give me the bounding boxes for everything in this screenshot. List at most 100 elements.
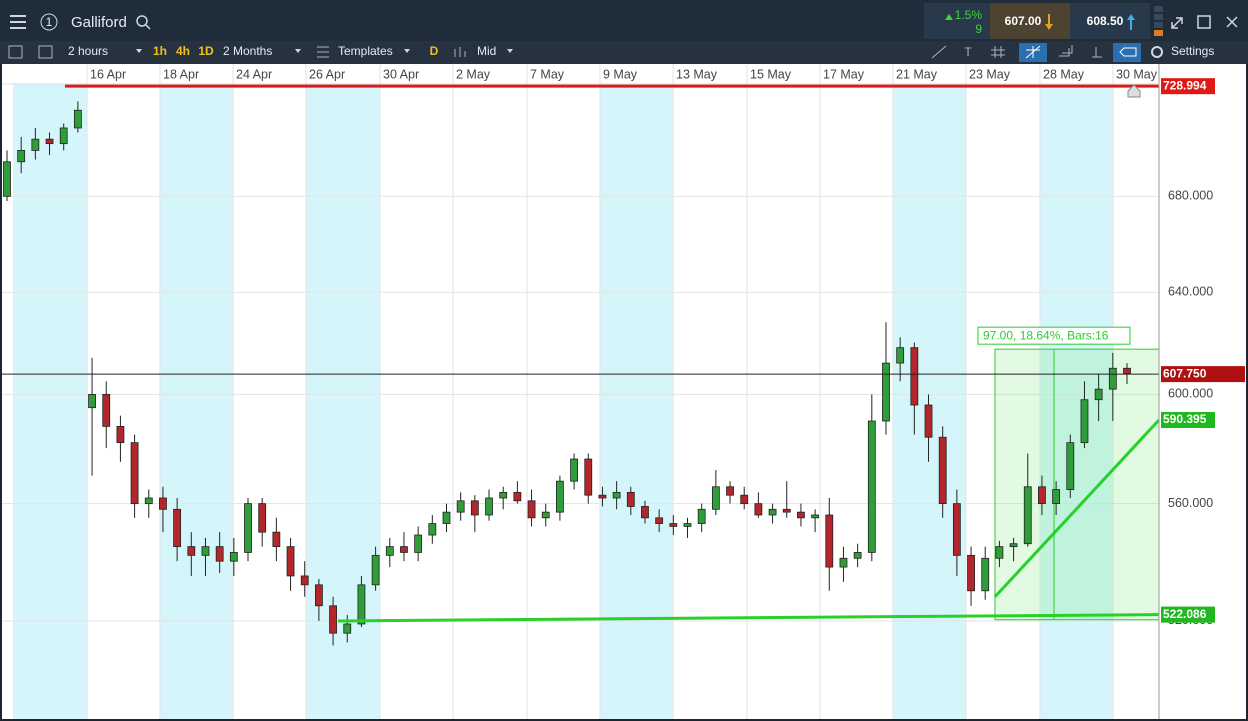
up-arrow	[945, 14, 953, 20]
candle-body	[598, 494, 607, 499]
label-active[interactable]	[1113, 43, 1141, 62]
candle-body	[626, 491, 635, 507]
candle-body	[229, 552, 238, 562]
measure-label-box	[977, 326, 1131, 345]
candle-body	[910, 347, 919, 406]
y-tick-label: 640.000	[1168, 285, 1213, 299]
window-icons[interactable]	[1171, 15, 1238, 29]
sell-arrow	[1045, 14, 1053, 30]
candle-body	[144, 497, 153, 505]
search-icon[interactable]	[136, 15, 148, 27]
dropdown	[136, 49, 142, 53]
candle-body	[853, 552, 862, 559]
dropdown	[507, 49, 513, 53]
candle-icon	[454, 47, 466, 57]
label-icon	[1119, 47, 1137, 57]
instrument-title[interactable]: Galliford	[71, 14, 127, 31]
candle-body	[159, 497, 167, 510]
date-label: 23 May	[969, 67, 1011, 81]
candle-body	[73, 109, 82, 129]
change-box	[924, 3, 990, 39]
candle-body	[286, 546, 295, 577]
date-label: 15 May	[750, 67, 792, 81]
sell-box[interactable]	[990, 3, 1070, 39]
candle-body	[768, 508, 777, 516]
candle-body	[428, 523, 437, 536]
tool-icons[interactable]	[931, 45, 1102, 59]
price-type[interactable]: Mid	[477, 44, 496, 58]
date-label: 24 Apr	[236, 67, 272, 81]
candle-body	[924, 404, 933, 438]
candle-body	[967, 554, 975, 592]
candle-body	[811, 514, 820, 519]
candle-body	[17, 150, 26, 163]
toolbar	[0, 41, 1248, 64]
trend-tag: 590.395	[1163, 412, 1207, 426]
candle-body	[570, 458, 578, 482]
candle-body	[329, 605, 337, 634]
date-label: 18 Apr	[163, 67, 199, 81]
preset[interactable]: 1D	[198, 44, 214, 58]
d-button[interactable]: D	[430, 44, 439, 58]
candle-body	[938, 436, 947, 505]
candle-body	[45, 138, 54, 145]
badge-circle[interactable]	[40, 13, 58, 31]
candle-body	[244, 503, 252, 553]
candle-body	[683, 523, 692, 527]
candle-body	[797, 511, 805, 519]
date-label: 16 Apr	[90, 67, 126, 81]
week-band	[1040, 84, 1113, 719]
resistance-tag-box	[1161, 78, 1215, 95]
candle-body	[130, 442, 139, 505]
candle-body	[442, 511, 451, 524]
crosshair-icon	[1025, 45, 1041, 59]
date-label: 7 May	[530, 67, 565, 81]
range[interactable]: 2 Months	[223, 44, 272, 58]
candle-body	[1108, 367, 1117, 390]
settings[interactable]: Settings	[1171, 44, 1214, 58]
date-label: 9 May	[603, 67, 638, 81]
support-tag-box	[1161, 606, 1215, 623]
candle-body	[513, 491, 522, 502]
templates[interactable]: Templates	[338, 44, 393, 58]
preset[interactable]: 4h	[176, 44, 190, 58]
date-label: 21 May	[896, 67, 938, 81]
candle-body	[102, 394, 111, 427]
candle-body	[584, 458, 593, 496]
candle-body	[201, 546, 210, 556]
candle-body	[1123, 367, 1131, 374]
dropdown	[295, 49, 301, 53]
y-tick-label: 560.000	[1168, 496, 1213, 510]
menu-icon[interactable]	[10, 15, 26, 29]
text-tool[interactable]: T	[964, 45, 972, 59]
home-icon[interactable]	[1127, 84, 1141, 98]
candle-body	[300, 575, 309, 586]
trend-tag-box	[1161, 411, 1215, 428]
date-label: 17 May	[823, 67, 865, 81]
interval[interactable]: 2 hours	[68, 44, 108, 58]
layout-icon[interactable]	[38, 45, 53, 59]
candle-body	[3, 161, 11, 197]
candle-body	[215, 546, 224, 562]
week-band	[160, 84, 233, 719]
candle-body	[1023, 486, 1032, 545]
candle-body	[896, 347, 905, 364]
candle-body	[527, 500, 536, 519]
candle-body	[541, 511, 550, 519]
candle-body	[258, 503, 267, 533]
candle-body	[31, 138, 40, 151]
settings-icon[interactable]	[1151, 46, 1163, 58]
current-tag: 607.750	[1163, 366, 1207, 380]
date-label: 28 May	[1043, 67, 1085, 81]
support-tag: 522.086	[1163, 607, 1207, 621]
candle-body	[697, 508, 706, 524]
list-icon[interactable]	[8, 45, 23, 59]
preset[interactable]: 1h	[153, 44, 167, 58]
resistance-tag: 728.994	[1163, 78, 1207, 92]
buy-box[interactable]	[1070, 3, 1150, 39]
candle-body	[59, 127, 68, 145]
candle-body	[88, 394, 96, 409]
week-band	[306, 84, 380, 719]
